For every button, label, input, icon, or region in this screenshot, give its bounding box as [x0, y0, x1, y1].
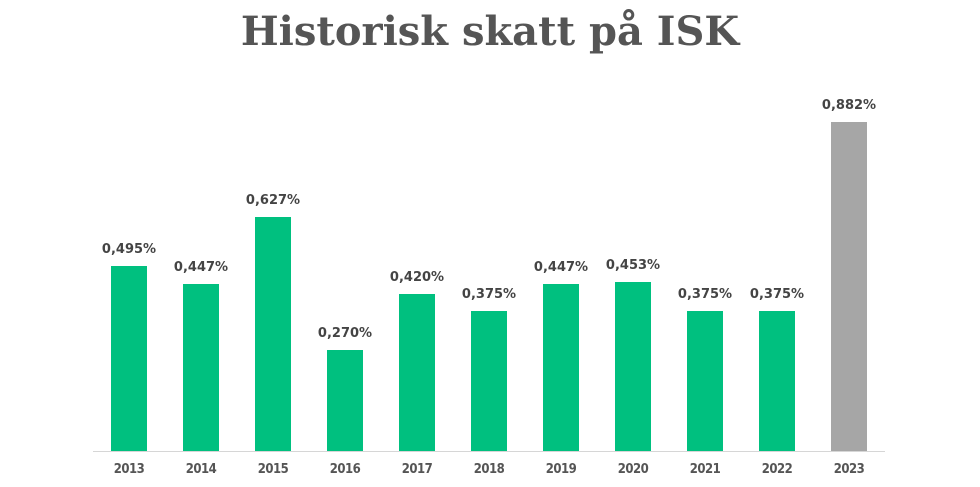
bar-2023 — [831, 122, 867, 451]
x-tick-2013: 2013 — [113, 462, 145, 477]
x-tick-2014: 2014 — [185, 462, 217, 477]
x-tick-2021: 2021 — [689, 462, 721, 477]
value-label-2015: 0,627% — [245, 193, 301, 208]
chart-title: Historisk skatt på ISK — [240, 8, 740, 55]
value-label-2021: 0,375% — [677, 287, 733, 302]
value-label-2020: 0,453% — [605, 258, 661, 273]
bar-2016 — [327, 350, 363, 451]
bar-2022 — [759, 311, 795, 451]
x-tick-2019: 2019 — [545, 462, 577, 477]
bar-2014 — [183, 284, 219, 451]
value-label-2023: 0,882% — [821, 98, 877, 113]
x-tick-2018: 2018 — [473, 462, 505, 477]
x-tick-2020: 2020 — [617, 462, 649, 477]
value-label-2018: 0,375% — [461, 287, 517, 302]
bar-2015 — [255, 217, 291, 451]
x-tick-2023: 2023 — [833, 462, 865, 477]
x-tick-2016: 2016 — [329, 462, 361, 477]
value-label-2016: 0,270% — [317, 326, 373, 341]
bar-2021 — [687, 311, 723, 451]
bar-2018 — [471, 311, 507, 451]
x-tick-2017: 2017 — [401, 462, 433, 477]
value-label-2013: 0,495% — [101, 242, 157, 257]
x-axis-line — [93, 451, 885, 452]
x-tick-2022: 2022 — [761, 462, 793, 477]
value-label-2022: 0,375% — [749, 287, 805, 302]
value-label-2014: 0,447% — [173, 260, 229, 275]
bar-2019 — [543, 284, 579, 451]
value-label-2017: 0,420% — [389, 270, 445, 285]
bar-2020 — [615, 282, 651, 451]
value-label-2019: 0,447% — [533, 260, 589, 275]
x-tick-2015: 2015 — [257, 462, 289, 477]
bar-2013 — [111, 266, 147, 451]
bar-2017 — [399, 294, 435, 451]
